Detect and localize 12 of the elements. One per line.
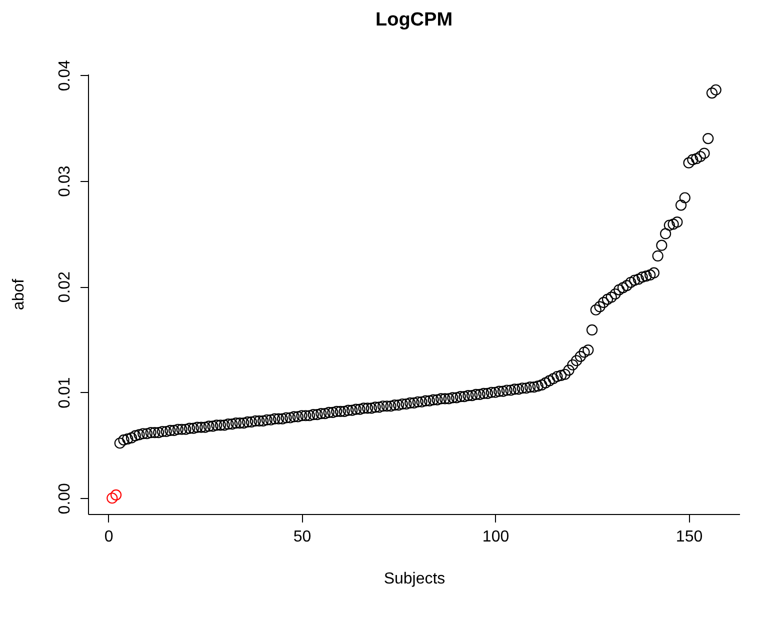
chart-title: LogCPM — [375, 9, 453, 30]
x-tick-label: 0 — [104, 528, 114, 546]
x-tick-label: 150 — [676, 528, 703, 546]
x-axis-title: Subjects — [384, 570, 446, 588]
x-tick-label: 50 — [293, 528, 312, 546]
y-tick-label: 0.03 — [56, 166, 74, 197]
x-tick-label: 100 — [482, 528, 510, 546]
y-axis-title: abof — [10, 278, 28, 310]
y-tick-label: 0.04 — [56, 60, 74, 92]
y-tick-label: 0.01 — [56, 377, 74, 408]
y-tick-label: 0.00 — [56, 482, 74, 514]
y-tick-label: 0.02 — [56, 271, 74, 303]
